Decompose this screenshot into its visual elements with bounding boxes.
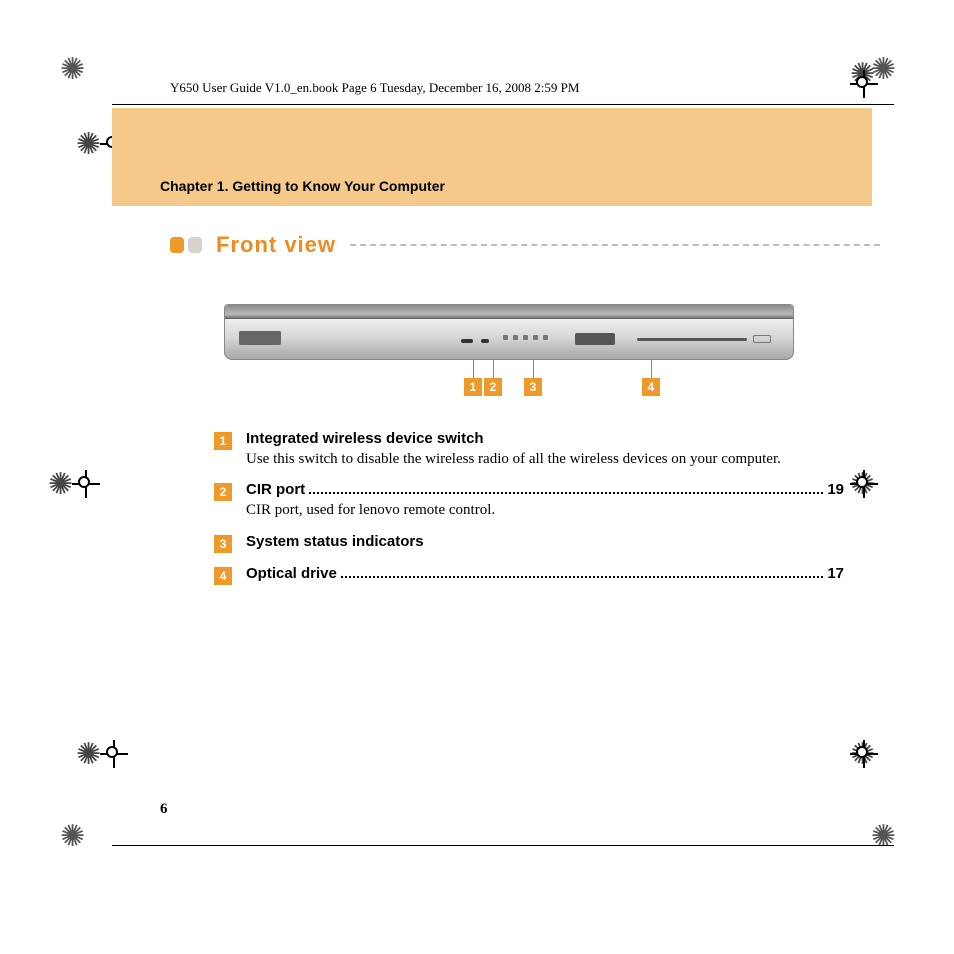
reg-cross-rm xyxy=(850,470,906,526)
callout-line-3 xyxy=(533,360,534,378)
leader-dots xyxy=(309,492,823,494)
laptop-lid-edge xyxy=(225,305,793,319)
item-title: Optical drive xyxy=(246,565,337,582)
status-led-1 xyxy=(503,335,508,340)
callout-2: 2 xyxy=(484,378,502,396)
section-bullet-grey xyxy=(188,237,202,253)
list-item: 4 Optical drive 17 xyxy=(214,565,844,585)
callout-4: 4 xyxy=(642,378,660,396)
callout-3: 3 xyxy=(524,378,542,396)
left-label-icon xyxy=(239,331,281,345)
callout-line-2 xyxy=(493,360,494,378)
reg-cross-l2 xyxy=(76,740,132,796)
diagram-callouts: 1 2 3 4 xyxy=(224,378,794,408)
reg-star-br: ✺ xyxy=(871,819,896,854)
list-item: 3 System status indicators xyxy=(214,533,844,553)
status-led-5 xyxy=(543,335,548,340)
item-title: CIR port xyxy=(246,481,305,498)
item-number-badge: 4 xyxy=(214,567,232,585)
item-page-ref: 17 xyxy=(827,565,844,582)
status-led-3 xyxy=(523,335,528,340)
section-heading-row: Front view xyxy=(170,232,880,258)
feature-list: 1 Integrated wireless device switch Use … xyxy=(214,430,844,597)
drive-logo-icon xyxy=(575,333,615,345)
section-bullet-orange xyxy=(170,237,184,253)
reg-cross-r2 xyxy=(850,740,906,796)
reg-cross-lm xyxy=(48,470,104,526)
wireless-switch-icon xyxy=(461,339,473,343)
callout-line-4 xyxy=(651,360,652,378)
reg-star-tl: ✺ xyxy=(60,52,85,87)
chapter-heading: Chapter 1. Getting to Know Your Computer xyxy=(160,178,445,194)
reg-star-bl: ✺ xyxy=(60,819,85,854)
section-dash-rule xyxy=(350,244,880,246)
item-desc: CIR port, used for lenovo remote control… xyxy=(246,500,844,520)
callout-line-1 xyxy=(473,360,474,378)
callout-1: 1 xyxy=(464,378,482,396)
item-title: Integrated wireless device switch xyxy=(246,430,484,447)
item-number-badge: 1 xyxy=(214,432,232,450)
eject-button-icon xyxy=(753,335,771,343)
item-number-badge: 3 xyxy=(214,535,232,553)
header-rule xyxy=(112,104,894,105)
list-item: 1 Integrated wireless device switch Use … xyxy=(214,430,844,469)
list-item: 2 CIR port 19 CIR port, used for lenovo … xyxy=(214,481,844,520)
item-page-ref: 19 xyxy=(827,481,844,498)
page-number: 6 xyxy=(160,801,168,818)
front-view-diagram xyxy=(224,304,794,360)
item-title: System status indicators xyxy=(246,533,424,550)
cir-port-icon xyxy=(481,339,489,343)
footer-rule xyxy=(112,845,894,846)
section-title: Front view xyxy=(216,232,336,258)
status-led-4 xyxy=(533,335,538,340)
leader-dots xyxy=(341,576,823,578)
status-led-2 xyxy=(513,335,518,340)
item-number-badge: 2 xyxy=(214,483,232,501)
running-header: Y650 User Guide V1.0_en.book Page 6 Tues… xyxy=(170,80,579,96)
optical-drive-slot xyxy=(637,338,747,341)
item-desc: Use this switch to disable the wireless … xyxy=(246,449,844,469)
laptop-body xyxy=(224,304,794,360)
